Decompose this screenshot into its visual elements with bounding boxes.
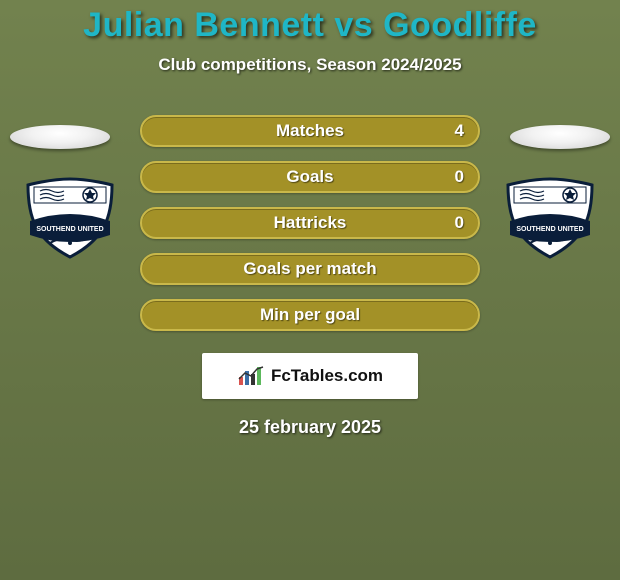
stat-value-right: 0: [455, 167, 464, 187]
stat-label: Goals per match: [243, 259, 376, 279]
stat-value-right: 4: [455, 121, 464, 141]
fctables-label: FcTables.com: [271, 366, 383, 386]
page-title: Julian Bennett vs Goodliffe: [0, 0, 620, 45]
date-line: 25 february 2025: [0, 417, 620, 438]
svg-text:SOUTHEND UNITED: SOUTHEND UNITED: [516, 226, 583, 233]
stat-value-right: 0: [455, 213, 464, 233]
svg-text:SOUTHEND UNITED: SOUTHEND UNITED: [36, 226, 103, 233]
stat-row: Goals per match: [140, 253, 480, 285]
stat-label: Min per goal: [260, 305, 360, 325]
stat-row: Goals 0: [140, 161, 480, 193]
player-slot-left: [10, 125, 110, 149]
comparison-card: Julian Bennett vs Goodliffe Club competi…: [0, 0, 620, 580]
stat-label: Hattricks: [274, 213, 347, 233]
stat-label: Goals: [286, 167, 333, 187]
fctables-icon: [237, 365, 265, 387]
stat-row: Matches 4: [140, 115, 480, 147]
stat-label: Matches: [276, 121, 344, 141]
stat-row: Min per goal: [140, 299, 480, 331]
club-crest-right: SOUTHEND UNITED: [500, 177, 600, 259]
subtitle: Club competitions, Season 2024/2025: [0, 55, 620, 75]
fctables-watermark: FcTables.com: [202, 353, 418, 399]
stat-row: Hattricks 0: [140, 207, 480, 239]
player-slot-right: [510, 125, 610, 149]
club-crest-left: SOUTHEND UNITED: [20, 177, 120, 259]
